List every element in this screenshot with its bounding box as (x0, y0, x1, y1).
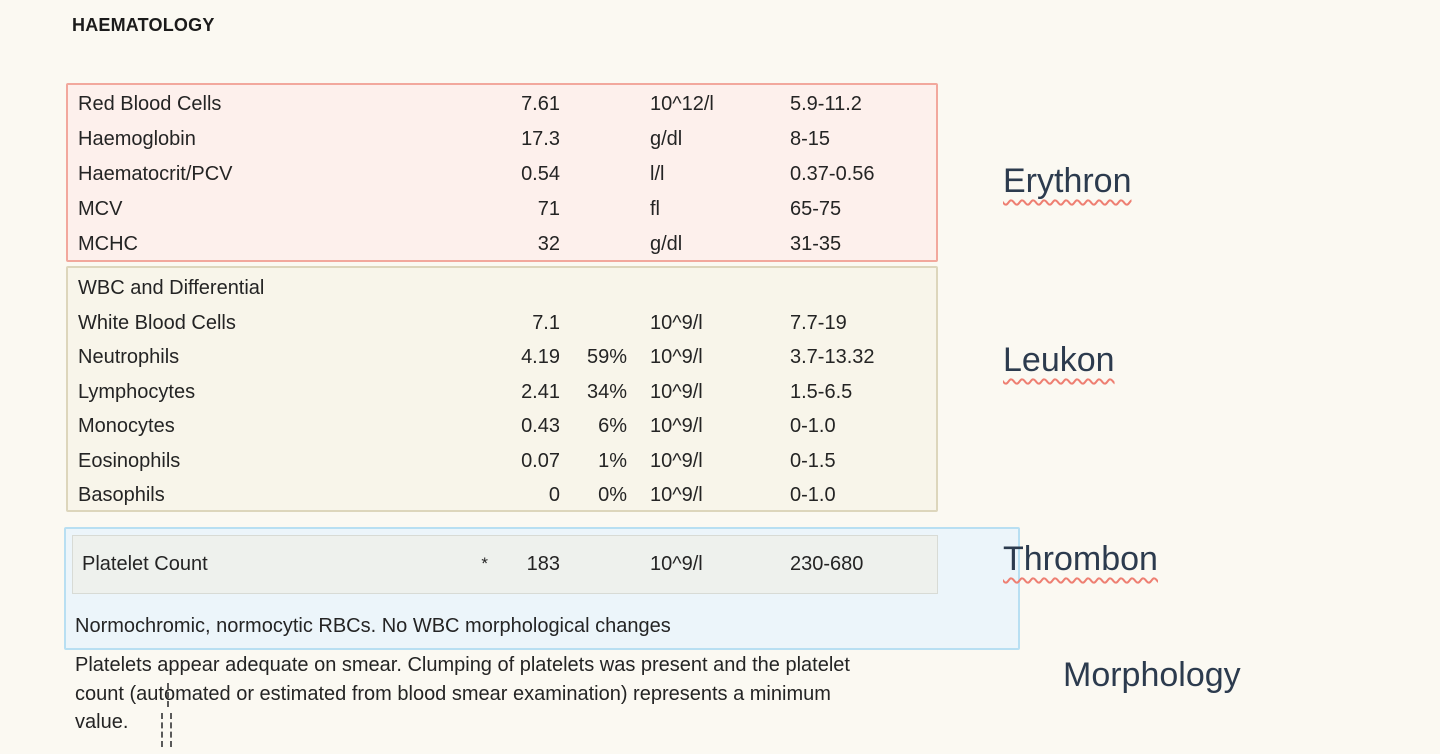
table-row: Neutrophils 4.19 59% 10^9/l 3.7-13.32 (68, 340, 936, 375)
analyte-unit: g/dl (650, 128, 683, 150)
analyte-value: 7.61 (521, 93, 560, 115)
reference-range: 0-1.0 (790, 484, 836, 506)
reference-range: 1.5-6.5 (790, 380, 853, 403)
reference-range: 31-35 (790, 233, 842, 255)
analyte-value: 0 (548, 484, 560, 506)
analyte-unit: 10^9/l (650, 415, 703, 437)
reference-range: 5.9-11.2 (790, 93, 862, 115)
analyte-name: Platelet Count (82, 553, 208, 575)
analyte-value: 17.3 (521, 128, 560, 150)
analyte-name: Eosinophils (78, 449, 181, 472)
analyte-value: 71 (537, 198, 560, 220)
label-thrombon: Thrombon (1003, 540, 1158, 578)
reference-range: 7.7-19 (790, 311, 847, 334)
analyte-percent: 6% (598, 415, 627, 437)
analyte-percent (560, 122, 627, 157)
table-row: White Blood Cells 7.1 10^9/l 7.7-19 (68, 306, 936, 341)
erythron-results-box: Red Blood Cells 7.61 10^12/l 5.9-11.2 Ha… (66, 83, 938, 262)
analyte-name: White Blood Cells (78, 311, 236, 334)
analyte-unit: 10^9/l (650, 311, 703, 334)
label-leukon: Leukon (1003, 341, 1115, 379)
analyte-value: 0.54 (521, 163, 560, 185)
analyte-name: Lymphocytes (78, 380, 196, 403)
analyte-unit: 10^9/l (650, 449, 703, 472)
analyte-unit: l/l (650, 163, 665, 185)
analyte-percent (560, 87, 627, 122)
table-row: MCHC 32 g/dl 31-35 (68, 227, 936, 262)
text-cursor-artifact (167, 683, 169, 707)
table-row: MCV 71 fl 65-75 (68, 192, 936, 227)
analyte-value: 0.43 (521, 415, 560, 437)
reference-range: 0-1.5 (790, 449, 836, 472)
analyte-unit: 10^9/l (650, 346, 703, 368)
table-row: Haematocrit/PCV 0.54 l/l 0.37-0.56 (68, 157, 936, 192)
comment-line: value. (75, 711, 129, 733)
analyte-unit: 10^9/l (650, 380, 703, 403)
comment-line: count (automated or estimated from blood… (75, 682, 831, 705)
reference-range: 65-75 (790, 198, 842, 220)
analyte-percent (560, 306, 627, 341)
analyte-percent: 1% (598, 449, 627, 472)
table-row: Eosinophils 0.07 1% 10^9/l 0-1.5 (68, 444, 936, 479)
thrombon-results-box: Platelet Count * 183 10^9/l 230-680 Norm… (64, 527, 1020, 650)
analyte-name: Red Blood Cells (78, 93, 222, 115)
table-row: Haemoglobin 17.3 g/dl 8-15 (68, 122, 936, 157)
wbc-group-header: WBC and Differential (78, 277, 265, 299)
comment-line: Platelets appear adequate on smear. Clum… (75, 654, 850, 676)
reference-range: 8-15 (790, 128, 831, 150)
analyte-percent (560, 157, 627, 192)
analyte-unit: 10^9/l (650, 553, 703, 575)
analyte-percent: 59% (586, 346, 627, 368)
analyte-percent: 0% (598, 484, 627, 506)
analyte-name: MCV (78, 198, 123, 220)
table-row: Red Blood Cells 7.61 10^12/l 5.9-11.2 (68, 87, 936, 122)
analyte-value: 32 (537, 233, 560, 255)
analyte-value: 0.07 (521, 449, 560, 472)
cursor-bar (161, 713, 163, 747)
analyte-percent (560, 192, 627, 227)
analyte-unit: fl (650, 198, 660, 220)
text-cursor-artifact (161, 713, 175, 747)
table-row: Platelet Count * 183 10^9/l 230-680 (73, 536, 937, 592)
table-row: Lymphocytes 2.41 34% 10^9/l 1.5-6.5 (68, 375, 936, 410)
analyte-name: Neutrophils (78, 346, 180, 368)
reference-range: 230-680 (790, 553, 864, 575)
analyte-name: Haemoglobin (78, 128, 196, 150)
platelet-comment-paragraph: Platelets appear adequate on smear. Clum… (75, 651, 1025, 737)
analyte-unit: 10^12/l (650, 93, 714, 115)
analyte-value: 2.41 (521, 380, 560, 403)
label-erythron: Erythron (1003, 162, 1132, 200)
abnormal-flag: * (481, 554, 488, 573)
label-morphology: Morphology (1063, 656, 1241, 694)
reference-range: 3.7-13.32 (790, 346, 875, 368)
analyte-name: Haematocrit/PCV (78, 163, 233, 185)
analyte-percent: 34% (586, 380, 627, 403)
analyte-name: Basophils (78, 484, 165, 506)
reference-range: 0.37-0.56 (790, 163, 875, 185)
analyte-name: MCHC (78, 233, 138, 255)
table-row: Monocytes 0.43 6% 10^9/l 0-1.0 (68, 409, 936, 444)
analyte-value: 7.1 (532, 311, 560, 334)
table-row: Basophils 0 0% 10^9/l 0-1.0 (68, 478, 936, 513)
smear-morphology-note: Normochromic, normocytic RBCs. No WBC mo… (75, 615, 671, 637)
platelet-count-panel: Platelet Count * 183 10^9/l 230-680 (72, 535, 938, 594)
reference-range: 0-1.0 (790, 415, 836, 437)
page-title: HAEMATOLOGY (72, 15, 215, 35)
analyte-value: 183 (526, 553, 560, 575)
analyte-name: Monocytes (78, 415, 175, 437)
analyte-value: 4.19 (521, 346, 560, 368)
leukon-results-box: WBC and Differential White Blood Cells 7… (66, 266, 938, 512)
analyte-percent (560, 227, 627, 262)
cursor-bar (170, 713, 172, 747)
analyte-unit: g/dl (650, 233, 683, 255)
analyte-unit: 10^9/l (650, 484, 703, 506)
